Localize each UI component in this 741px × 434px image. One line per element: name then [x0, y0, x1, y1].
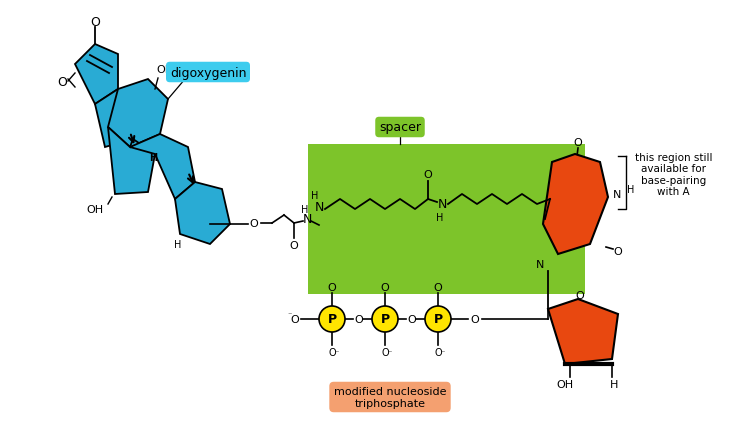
- Text: P: P: [433, 313, 442, 326]
- Text: O: O: [328, 283, 336, 293]
- Text: O: O: [354, 314, 363, 324]
- Text: H: H: [302, 204, 309, 214]
- Text: O: O: [424, 170, 433, 180]
- Text: N: N: [613, 190, 621, 200]
- Text: H: H: [628, 184, 635, 194]
- Text: spacer: spacer: [379, 121, 421, 134]
- Text: O: O: [290, 240, 299, 250]
- Text: O: O: [381, 347, 389, 357]
- Text: OH: OH: [556, 379, 574, 389]
- Polygon shape: [75, 45, 118, 105]
- Text: O: O: [434, 347, 442, 357]
- Text: modified nucleoside
triphosphate: modified nucleoside triphosphate: [333, 386, 446, 408]
- Polygon shape: [108, 80, 168, 148]
- Text: O: O: [574, 138, 582, 148]
- Text: H: H: [311, 191, 319, 201]
- Polygon shape: [108, 128, 155, 194]
- Text: O: O: [328, 347, 336, 357]
- Text: N: N: [437, 198, 447, 211]
- Text: P: P: [380, 313, 390, 326]
- Text: ⁻: ⁻: [335, 348, 339, 357]
- Polygon shape: [95, 90, 140, 148]
- Text: P: P: [328, 313, 336, 326]
- Polygon shape: [543, 155, 608, 254]
- Text: N: N: [314, 201, 324, 214]
- Text: O: O: [407, 314, 416, 324]
- Text: OH: OH: [87, 204, 104, 214]
- Polygon shape: [175, 183, 230, 244]
- Text: O: O: [290, 314, 299, 324]
- Text: O: O: [57, 76, 67, 88]
- Text: H: H: [149, 153, 157, 163]
- Text: O: O: [576, 290, 585, 300]
- Text: ⁻: ⁻: [441, 348, 445, 357]
- Circle shape: [372, 306, 398, 332]
- Text: O: O: [471, 314, 479, 324]
- Text: H: H: [436, 213, 444, 223]
- Text: O: O: [90, 16, 100, 29]
- Polygon shape: [130, 135, 195, 200]
- Circle shape: [319, 306, 345, 332]
- Text: OH: OH: [156, 65, 173, 75]
- Text: this region still
available for
base-pairing
with A: this region still available for base-pai…: [635, 152, 713, 197]
- Circle shape: [425, 306, 451, 332]
- Text: H: H: [174, 240, 182, 250]
- Text: H: H: [610, 379, 618, 389]
- Text: O: O: [614, 247, 622, 256]
- Text: N: N: [302, 213, 312, 226]
- FancyBboxPatch shape: [308, 145, 585, 294]
- Text: O: O: [433, 283, 442, 293]
- Text: O: O: [250, 218, 259, 228]
- Text: digoxygenin: digoxygenin: [170, 66, 246, 79]
- Text: ⁻: ⁻: [388, 348, 392, 357]
- Text: O: O: [381, 283, 389, 293]
- Polygon shape: [548, 299, 618, 364]
- Text: ⁻: ⁻: [288, 310, 292, 319]
- Text: N: N: [536, 260, 544, 270]
